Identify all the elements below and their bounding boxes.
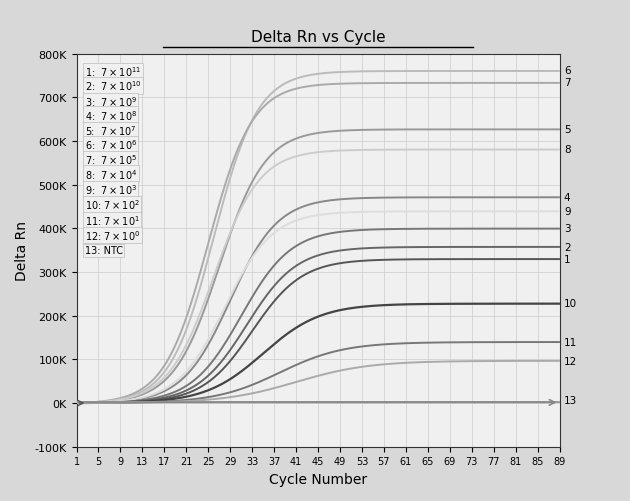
Text: 13: 13 — [564, 395, 577, 405]
Text: 5:  $7\times10^{7}$: 5: $7\times10^{7}$ — [85, 124, 137, 138]
X-axis label: Cycle Number: Cycle Number — [269, 472, 367, 486]
Text: 11: 11 — [564, 337, 577, 347]
Text: 12: $7\times10^{0}$: 12: $7\times10^{0}$ — [85, 228, 140, 242]
Text: 13: NTC: 13: NTC — [85, 245, 123, 256]
Text: 10: 10 — [564, 299, 577, 309]
Text: 9: 9 — [564, 206, 571, 216]
Text: 1: 1 — [564, 255, 571, 265]
Text: 8:  $7\times10^{4}$: 8: $7\times10^{4}$ — [85, 167, 137, 181]
Text: 5: 5 — [564, 125, 571, 135]
Text: Delta Rn vs Cycle: Delta Rn vs Cycle — [251, 30, 386, 45]
Text: 10: $7\times10^{2}$: 10: $7\times10^{2}$ — [85, 198, 140, 212]
Text: 7: 7 — [564, 78, 571, 88]
Text: 3:  $7\times10^{9}$: 3: $7\times10^{9}$ — [85, 95, 137, 109]
Text: 6:  $7\times10^{6}$: 6: $7\times10^{6}$ — [85, 138, 137, 152]
Text: 6: 6 — [564, 66, 571, 76]
Text: 1:  $7\times10^{11}$: 1: $7\times10^{11}$ — [85, 65, 141, 79]
Text: 4: 4 — [564, 192, 571, 202]
Text: 2:  $7\times10^{10}$: 2: $7\times10^{10}$ — [85, 79, 141, 93]
Text: 4:  $7\times10^{8}$: 4: $7\times10^{8}$ — [85, 109, 137, 123]
Text: 12: 12 — [564, 356, 577, 366]
Text: 7:  $7\times10^{5}$: 7: $7\times10^{5}$ — [85, 153, 137, 167]
Y-axis label: Delta Rn: Delta Rn — [15, 221, 29, 281]
Text: 8: 8 — [564, 145, 571, 155]
Text: 3: 3 — [564, 224, 571, 234]
Text: 9:  $7\times10^{3}$: 9: $7\times10^{3}$ — [85, 183, 137, 196]
Text: 2: 2 — [564, 242, 571, 252]
Text: 11: $7\times10^{1}$: 11: $7\times10^{1}$ — [85, 214, 140, 228]
